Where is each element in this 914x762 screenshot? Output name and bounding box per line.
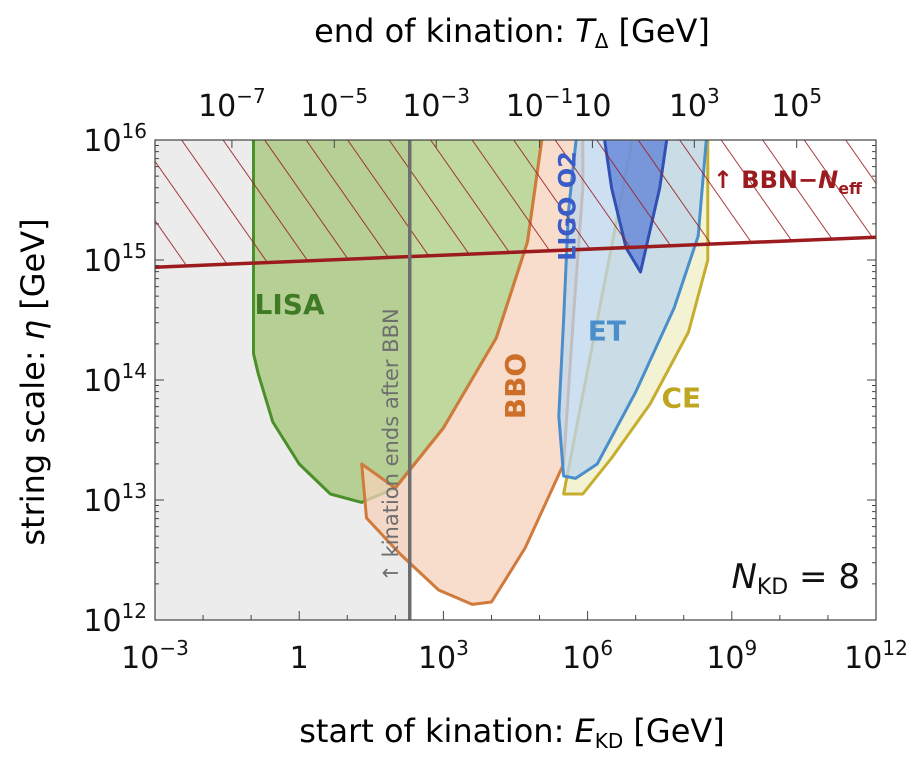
top-tick-label: 103 (669, 84, 720, 124)
region-label-bbo: BBO (499, 353, 532, 420)
bbn-hatched-region (155, 140, 876, 268)
x-axis-label: start of kination: EKD [GeV] (299, 712, 725, 753)
bbn-neff-label: ↑ BBN−Neff (713, 166, 863, 198)
x-tick-label: 109 (706, 636, 757, 676)
chart-title: end of kination: TΔ [GeV] (314, 12, 710, 53)
y-tick-label: 1013 (83, 479, 147, 519)
region-label-lisa: LISA (255, 288, 325, 321)
region-label-ce: CE (661, 382, 701, 415)
x-tick-label: 10−3 (121, 636, 189, 676)
nkd-annotation: NKD = 8 (731, 557, 860, 600)
region-label-ligo-o2: LIGO O2 (554, 151, 582, 261)
top-tick-label: 10−3 (402, 84, 470, 124)
y-axis-label: string scale: η [GeV] (14, 218, 52, 545)
x-tick-label: 1 (290, 641, 309, 676)
top-tick-label: 10−7 (198, 84, 266, 124)
region-label-et: ET (588, 314, 626, 347)
y-tick-label: 1015 (83, 239, 147, 279)
x-tick-label: 1012 (844, 636, 908, 676)
kination-bbn-label: ↑ kination ends after BBN (379, 308, 403, 581)
top-tick-label: 10 (573, 89, 611, 124)
top-tick-label: 105 (771, 84, 822, 124)
x-tick-label: 103 (418, 636, 469, 676)
y-tick-label: 1014 (83, 359, 147, 399)
bbn-neff-bound-line (155, 235, 876, 269)
top-tick-label: 10−1 (506, 84, 574, 124)
x-tick-label: 106 (562, 636, 613, 676)
top-tick-label: 10−5 (300, 84, 368, 124)
y-tick-label: 1016 (83, 119, 147, 159)
y-tick-label: 1012 (83, 599, 147, 639)
